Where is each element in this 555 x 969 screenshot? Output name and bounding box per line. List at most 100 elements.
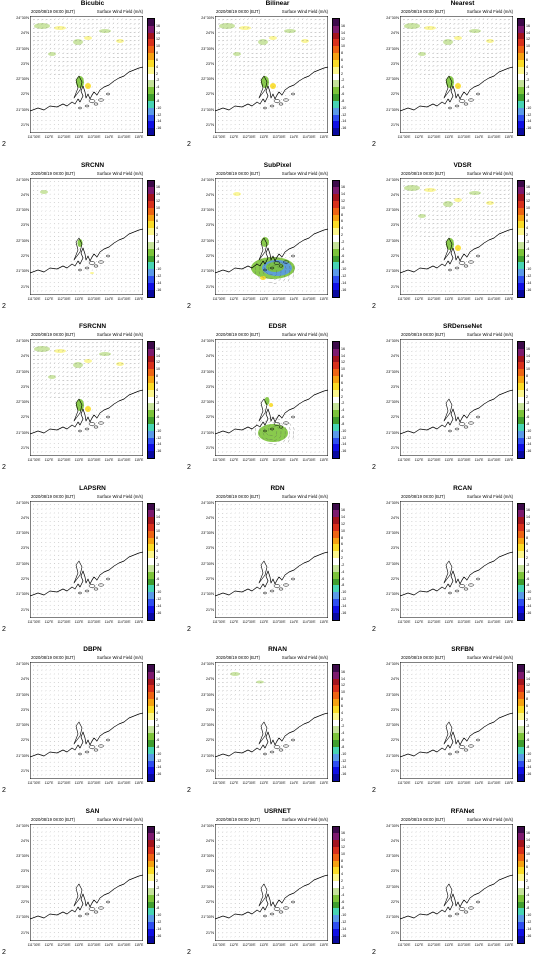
- colorbar-segment: [333, 39, 339, 47]
- wind-map: [30, 339, 143, 456]
- colorbar-segment: [333, 678, 339, 686]
- panel-timestamp: 2020/08/19 08:00 (BJT): [216, 655, 260, 660]
- panel-field-label: Surface Wind Field (m/s): [466, 816, 513, 822]
- colorbar-tick-label: -10: [526, 267, 532, 272]
- colorbar-segment: [333, 692, 339, 700]
- colorbar-segment: [518, 289, 524, 297]
- lon-tick-label: 114°30'E: [302, 296, 316, 301]
- colorbar-tick-label: 14: [341, 30, 345, 35]
- reference-vector-label: 2: [187, 948, 191, 956]
- colorbar-tick-label: -10: [156, 913, 162, 918]
- colorbar-tick-label: 4: [341, 387, 343, 392]
- colorbar-segment: [148, 853, 154, 861]
- colorbar-tick-label: -12: [156, 920, 162, 925]
- colorbar-segment: [333, 382, 339, 391]
- lat-tick-label: 23°30'N: [201, 46, 214, 51]
- reference-vector-label: 2: [372, 948, 376, 956]
- colorbar-segment: [148, 32, 154, 40]
- lon-tick-label: 113°30'E: [272, 296, 286, 301]
- colorbar-segment: [333, 530, 339, 538]
- colorbar-segment: [333, 417, 339, 425]
- colorbar-segment: [333, 376, 339, 384]
- lon-tick-label: 112°E: [229, 296, 239, 301]
- lon-tick-label: 114°30'E: [117, 135, 131, 139]
- lon-tick-label: 111°30'E: [212, 781, 226, 785]
- lon-tick-label: 114°30'E: [302, 942, 316, 947]
- lon-tick-label: 114°30'E: [302, 135, 316, 139]
- lon-tick-label: 113°30'E: [457, 781, 471, 785]
- panel-title: LAPSRN: [79, 484, 106, 492]
- colorbar-tick-label: -4: [526, 408, 530, 413]
- colorbar-segment: [333, 410, 339, 418]
- lat-tick-label: 22°30'N: [16, 723, 29, 728]
- map-frame: [30, 16, 143, 133]
- lat-tick-label: 21°N: [20, 769, 29, 773]
- colorbar-segment: [148, 87, 154, 95]
- colorbar-segment: [518, 537, 524, 545]
- colorbar-tick-label: 8: [341, 51, 343, 56]
- colorbar-segment: [518, 599, 524, 607]
- colorbar-tick-label: -8: [156, 421, 160, 426]
- colorbar-segment: [518, 39, 524, 47]
- lat-tick-label: 22°30'N: [386, 561, 399, 566]
- colorbar-tick-label: 8: [156, 697, 158, 702]
- colorbar-segment: [148, 107, 154, 115]
- colorbar-tick-label: 8: [526, 51, 528, 56]
- colorbar-tick-label: 12: [156, 360, 160, 365]
- colorbar-tick-label: -16: [341, 933, 347, 938]
- lon-tick-label: 115°E: [134, 296, 144, 301]
- lon-tick-label: 113°E: [444, 458, 454, 462]
- coastline: [30, 551, 143, 596]
- colorbar-segment: [518, 605, 524, 613]
- colorbar-segment: [518, 423, 524, 431]
- panel-edsr: EDSR 2020/08/19 08:00 (BJT) Surface Wind F…: [185, 323, 370, 484]
- colorbar-segment: [148, 128, 154, 136]
- lon-tick-label: 114°E: [474, 942, 484, 947]
- colorbar-segment: [333, 571, 339, 579]
- colorbar-segment: [148, 935, 154, 943]
- lat-tick-label: 23°N: [20, 869, 29, 874]
- colorbar-segment: [333, 342, 339, 350]
- colorbar-tick-label: 10: [156, 205, 160, 210]
- colorbar: [147, 341, 155, 459]
- colorbar-tick-label: 2: [526, 556, 528, 561]
- colorbar-segment: [148, 53, 154, 61]
- lat-tick-label: 21°N: [20, 446, 29, 450]
- lat-tick-label: 22°30'N: [16, 884, 29, 889]
- lat-tick-label: 23°30'N: [16, 531, 29, 536]
- colorbar-segment: [148, 241, 154, 250]
- colorbar-tick-label: 14: [341, 838, 345, 843]
- lat-tick-label: 21°30'N: [16, 753, 29, 758]
- lon-tick-labels: 111°30'E 112°E 112°30'E 113°E 113°30'E 114°E 1…: [398, 297, 514, 303]
- wind-vectors: [402, 18, 510, 130]
- colorbar-tick-label: -6: [341, 415, 345, 420]
- colorbar-segment: [333, 444, 339, 452]
- lat-tick-label: 21°30'N: [386, 269, 399, 274]
- colorbar-tick-label: 14: [156, 676, 160, 681]
- lat-tick-label: 21°N: [205, 446, 214, 450]
- colorbar-tick-label: 12: [156, 198, 160, 203]
- colorbar-segment: [333, 935, 339, 943]
- colorbar-tick-label: 10: [156, 528, 160, 533]
- panel-title: SubPixel: [263, 161, 292, 169]
- colorbar-tick-labels: 16 14 12 10 8 6 4 2 -2 -4 -6 -8 -10 -12 -14 -16: [341, 19, 355, 135]
- lon-tick-label: 113°E: [74, 296, 84, 301]
- reference-vector-label: 2: [2, 464, 6, 471]
- colorbar-tick-label: 14: [156, 353, 160, 358]
- lon-tick-label: 114°E: [104, 942, 114, 947]
- colorbar-tick-label: 6: [526, 865, 528, 870]
- panel-rfanet: RFANet 2020/08/19 08:00 (BJT) Surface Wind…: [370, 808, 555, 969]
- colorbar-tick-label: -16: [156, 610, 162, 615]
- colorbar-segment: [333, 194, 339, 202]
- lat-tick-label: 23°N: [390, 384, 399, 389]
- lon-tick-label: 112°30'E: [57, 942, 71, 947]
- lat-tick-label: 23°N: [390, 223, 399, 228]
- lat-tick-label: 23°N: [390, 61, 399, 66]
- colorbar-segment: [333, 276, 339, 284]
- reference-vector-label: 2: [372, 464, 376, 471]
- colorbar-tick-label: 6: [156, 219, 158, 224]
- colorbar-tick-label: 10: [156, 851, 160, 856]
- panel-field-label: Surface Wind Field (m/s): [466, 655, 513, 660]
- lat-tick-label: 21°30'N: [386, 753, 399, 758]
- colorbar-tick-label: -8: [526, 906, 530, 911]
